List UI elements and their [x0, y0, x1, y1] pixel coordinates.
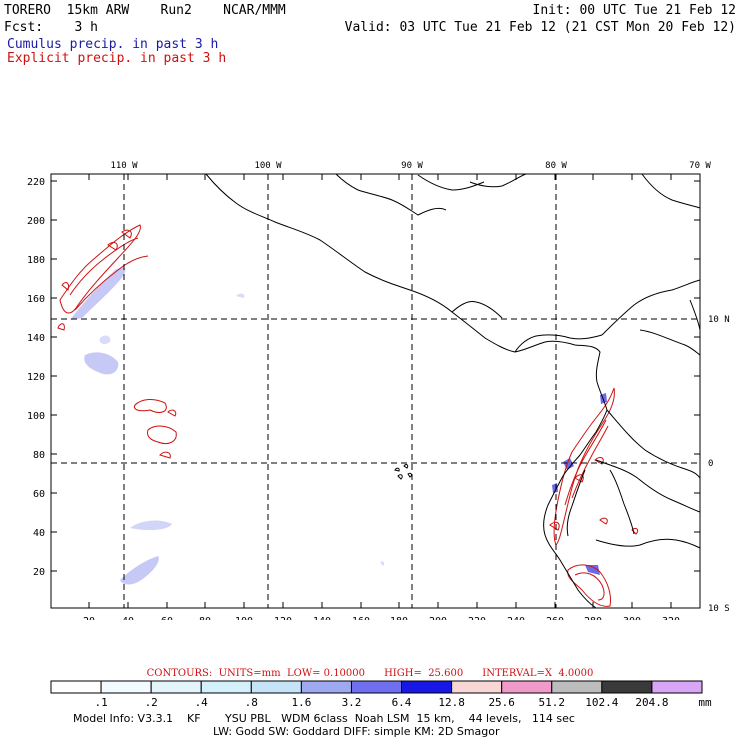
colorbar-tick-label: 1.6	[291, 696, 312, 709]
bottom-tick-label: 60	[161, 616, 173, 620]
colorbar-box	[651, 680, 703, 694]
colorbar-box	[601, 680, 653, 694]
colorbar-boxes	[50, 680, 703, 694]
colorbar-tick-label: 25.6	[488, 696, 515, 709]
colorbar-tick-label: 6.4	[391, 696, 412, 709]
lat-label: 10 S	[708, 604, 730, 614]
bottom-axis: 20 40 60 80 100 120 140 160 180 200 220 …	[83, 616, 680, 620]
lon-label: 110 W	[110, 161, 138, 171]
lon-label: 100 W	[254, 161, 282, 171]
bottom-tick-label: 100	[235, 616, 253, 620]
top-lon-labels: 110 W 100 W 90 W 80 W 70 W	[110, 161, 711, 171]
colorbar-tick-label: 102.4	[585, 696, 619, 709]
left-tick-label: 140	[27, 333, 45, 344]
left-tick-label: 40	[33, 528, 45, 539]
colorbar-box	[300, 680, 352, 694]
colorbar-labels: .1 .2 .4 .8 1.6 3.2 6.4 12.8 25.6 51.2 102.4 204.8	[0, 697, 740, 711]
colorbar-tick-label: .2	[144, 696, 158, 709]
bottom-tick-label: 120	[274, 616, 292, 620]
header-line1-right: Init: 00 UTC Tue 21 Feb 12	[532, 3, 737, 18]
left-tick-marks	[51, 180, 700, 572]
bottom-tick-label: 20	[83, 616, 95, 620]
explicit-precip-contours	[57, 224, 639, 607]
bottom-tick-label: 180	[390, 616, 408, 620]
header-line2-left: Fcst: 3 h	[4, 20, 98, 35]
colorbar-tick-label: .8	[244, 696, 258, 709]
bottom-tick-label: 40	[122, 616, 134, 620]
left-tick-label: 200	[27, 216, 45, 227]
right-lat-labels: 10 N 0 10 S	[708, 315, 730, 614]
header-line1-left: TORERO 15km ARW Run2 NCAR/MMM	[4, 3, 286, 18]
header-line2-right: Valid: 03 UTC Tue 21 Feb 12 (21 CST Mon …	[344, 20, 736, 35]
lat-label: 0	[708, 459, 713, 469]
colorbar-box	[401, 680, 453, 694]
colorbar-box	[350, 680, 403, 694]
bottom-tick-label: 140	[313, 616, 331, 620]
map-frame	[50, 173, 701, 609]
bottom-tick-label: 160	[352, 616, 370, 620]
bottom-tick-marks	[88, 174, 672, 608]
left-tick-label: 120	[27, 372, 45, 383]
colorbar	[50, 680, 703, 694]
colorbar-tick-label: 51.2	[538, 696, 566, 709]
bottom-tick-label: 240	[507, 616, 525, 620]
colorbar-tick-label: .1	[94, 696, 108, 709]
colorbar-box	[150, 680, 202, 694]
left-tick-label: 20	[33, 567, 45, 578]
lon-label: 90 W	[401, 161, 423, 171]
left-tick-label: 160	[27, 294, 45, 305]
colorbar-tick-label: 3.2	[341, 696, 362, 709]
colorbar-box	[50, 680, 102, 694]
colorbar-box	[501, 680, 553, 694]
lon-label: 70 W	[689, 161, 711, 171]
cumulus-precip-areas	[70, 267, 385, 585]
colorbar-box	[100, 680, 152, 694]
latlon-grid	[51, 174, 700, 608]
bottom-tick-label: 280	[584, 616, 602, 620]
lat-label: 10 N	[708, 315, 730, 325]
bottom-tick-label: 320	[662, 616, 680, 620]
colorbar-box	[250, 680, 302, 694]
colorbar-box	[200, 680, 252, 694]
coastlines	[205, 173, 701, 609]
model-info-line2: LW: Godd SW: Goddard DIFF: simple KM: 2D…	[213, 725, 500, 738]
precip-map: 110 W 100 W 90 W 80 W 70 W 10 N 0 10 S 2…	[27, 161, 730, 620]
bottom-tick-label: 300	[623, 616, 641, 620]
colorbar-box	[551, 680, 603, 694]
bottom-tick-label: 80	[199, 616, 211, 620]
contours-info: CONTOURS: UNITS=mm LOW= 0.10000 HIGH= 25…	[146, 668, 594, 679]
lon-label: 80 W	[545, 161, 567, 171]
left-tick-label: 60	[33, 489, 45, 500]
bottom-tick-label: 200	[429, 616, 447, 620]
bottom-tick-label: 220	[468, 616, 486, 620]
colorbar-box	[451, 680, 503, 694]
colorbar-tick-label: 12.8	[438, 696, 465, 709]
left-axis: 220 200 180 160 140 120 100 80 60 40 20	[27, 177, 45, 578]
bottom-tick-label: 260	[546, 616, 564, 620]
colorbar-tick-label: 204.8	[635, 696, 669, 709]
legend-explicit-label: Explicit precip. in past 3 h	[7, 51, 227, 66]
legend-cumulus-label: Cumulus precip. in past 3 h	[7, 37, 219, 52]
model-info-line1: Model Info: V3.3.1 KF YSU PBL WDM 6class…	[73, 712, 575, 725]
left-tick-label: 100	[27, 411, 45, 422]
left-tick-label: 220	[27, 177, 45, 188]
left-tick-label: 180	[27, 255, 45, 266]
left-tick-label: 80	[33, 450, 45, 461]
colorbar-tick-label: .4	[194, 696, 208, 709]
colorbar-unit: mm	[698, 696, 712, 709]
